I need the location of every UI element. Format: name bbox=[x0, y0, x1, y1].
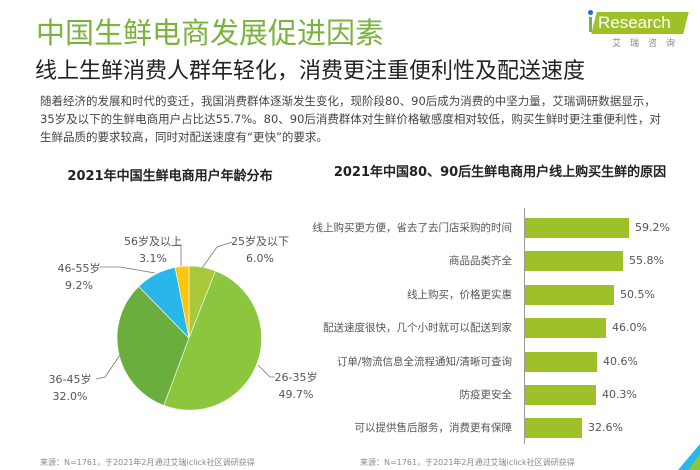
leader-line-56-over bbox=[175, 244, 182, 266]
pie-label-name: 25岁及以下 bbox=[231, 235, 289, 248]
pie-label-46-55: 46-55岁 9.2% bbox=[54, 260, 104, 294]
bar-category: 线上购买更方便，省去了去门店采购的时间 bbox=[312, 222, 513, 234]
pie-slice-36-45 bbox=[116, 286, 190, 406]
source-note-left: 来源：N=1761，于2021年2月通过艾瑞iclick社区调研获得 bbox=[40, 458, 255, 467]
bar-value: 59.2% bbox=[635, 221, 670, 234]
pie-label-25-under: 25岁及以下 6.0% bbox=[228, 233, 292, 267]
bar-value: 55.8% bbox=[629, 254, 664, 267]
page-subtitle: 线上生鲜消费人群年轻化，消费更注重便利性及配送速度 bbox=[35, 59, 586, 84]
logo-i-icon bbox=[589, 17, 592, 32]
bar-category: 订单/物流信息全流程通知/清晰可查询 bbox=[336, 356, 512, 368]
bar-value: 32.6% bbox=[588, 421, 623, 434]
bar-category: 可以提供售后服务，消费更有保障 bbox=[354, 422, 513, 434]
pie-label-name: 46-55岁 bbox=[57, 262, 101, 275]
bar bbox=[525, 285, 614, 305]
bar-category: 防疫更安全 bbox=[459, 389, 513, 401]
iresearch-logo: Research 艾瑞咨询 bbox=[588, 8, 689, 49]
pie-label-value: 49.7% bbox=[278, 388, 314, 401]
bar-chart-axis bbox=[524, 208, 525, 444]
bar-category: 线上购买，价格更实惠 bbox=[407, 289, 512, 301]
pie-slice-26-35 bbox=[163, 270, 262, 411]
pie-label-name: 26-35岁 bbox=[274, 371, 318, 384]
bar-value: 40.6% bbox=[603, 355, 638, 368]
bar-row: 线上购买，价格更实惠 50.5% bbox=[300, 285, 700, 305]
bar bbox=[525, 218, 629, 238]
bar-row: 线上购买更方便，省去了去门店采购的时间 59.2% bbox=[300, 218, 700, 238]
bar bbox=[525, 251, 623, 271]
bar-value: 40.3% bbox=[602, 388, 637, 401]
page-title: 中国生鲜电商发展促进因素 bbox=[36, 16, 385, 50]
pie-label-56-over: 56岁及以上 3.1% bbox=[118, 233, 188, 267]
leader-line-36-45 bbox=[95, 354, 121, 380]
leader-line-25-under bbox=[201, 241, 233, 269]
bar-category: 配送速度很快，几个小时就可以配送到家 bbox=[323, 322, 512, 334]
bar-category: 商品品类齐全 bbox=[449, 255, 512, 267]
bar-row: 防疫更安全 40.3% bbox=[300, 385, 700, 405]
corner-decoration bbox=[678, 444, 700, 470]
bar-row: 订单/物流信息全流程通知/清晰可查询 40.6% bbox=[300, 352, 700, 372]
bar-chart-title: 2021年中国80、90后生鲜电商用户线上购买生鲜的原因 bbox=[333, 165, 667, 180]
bar bbox=[525, 318, 606, 338]
intro-paragraph: 随着经济的发展和时代的变迁，我国消费群体逐渐发生变化，现阶段80、90后成为消费… bbox=[40, 94, 661, 144]
pie-label-26-35: 26-35岁 49.7% bbox=[270, 369, 322, 403]
logo-word: Research bbox=[598, 13, 671, 32]
bar-value: 50.5% bbox=[620, 288, 655, 301]
leader-line-46-55 bbox=[100, 266, 156, 274]
pie-label-value: 3.1% bbox=[139, 252, 167, 265]
pie-label-name: 36-45岁 bbox=[48, 373, 92, 386]
pie-slice-56-over bbox=[174, 265, 190, 339]
pie-label-value: 32.0% bbox=[52, 390, 88, 403]
pie-label-name: 56岁及以上 bbox=[124, 235, 182, 248]
logo-dot-icon bbox=[588, 10, 593, 15]
logo-cn: 艾瑞咨询 bbox=[612, 39, 685, 49]
bar-value: 46.0% bbox=[612, 321, 647, 334]
pie-label-value: 9.2% bbox=[65, 279, 93, 292]
bar-row: 配送速度很快，几个小时就可以配送到家 46.0% bbox=[300, 318, 700, 338]
bar-row: 商品品类齐全 55.8% bbox=[300, 251, 700, 271]
leader-line-26-35 bbox=[257, 364, 275, 378]
bar bbox=[525, 352, 597, 372]
pie-label-36-45: 36-45岁 32.0% bbox=[44, 371, 96, 405]
source-note-right: 来源：N=1761，于2021年2月通过艾瑞iclick社区调研获得 bbox=[360, 458, 575, 467]
bar bbox=[525, 418, 582, 438]
bar bbox=[525, 385, 596, 405]
pie-label-value: 6.0% bbox=[246, 252, 274, 265]
pie-chart-title: 2021年中国生鲜电商用户年龄分布 bbox=[67, 169, 273, 184]
bar-row: 可以提供售后服务，消费更有保障 32.6% bbox=[300, 418, 700, 438]
